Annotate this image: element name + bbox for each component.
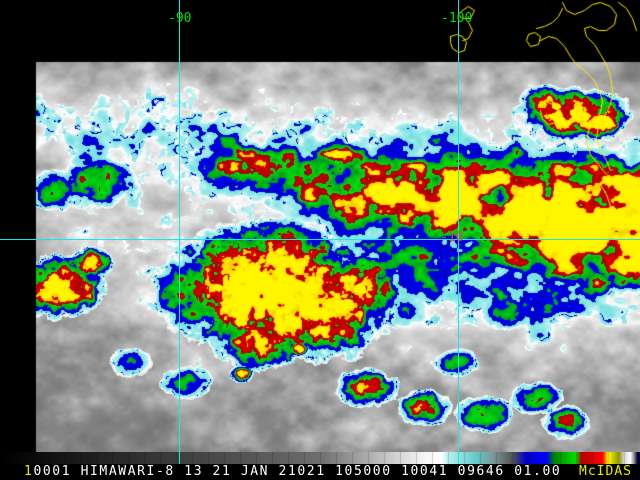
image-info-rest: 0001 HIMAWARI-8 13 21 JAN 21021 105000 1… [33, 464, 562, 479]
image-info-text: 10001 HIMAWARI-8 13 21 JAN 21021 105000 … [24, 464, 561, 480]
frame-number-lead: 1 [24, 464, 34, 479]
colorbar-gradient [0, 452, 640, 464]
colorbar-tick-1 [179, 452, 180, 464]
longitude-gridline-neg100 [458, 0, 459, 452]
longitude-gridline-neg90 [179, 0, 180, 452]
satellite-image-viewport[interactable] [0, 0, 640, 452]
longitude-label-neg90: -90 [168, 11, 192, 26]
status-bar [0, 464, 640, 480]
mcidas-brand-label: McIDAS [579, 464, 632, 479]
colorbar-tick-2 [458, 452, 459, 464]
longitude-label-neg100: -100 [441, 11, 473, 26]
satellite-infrared-image[interactable] [0, 0, 640, 452]
enhancement-colorbar[interactable] [0, 452, 640, 464]
latitude-gridline-neg10 [0, 239, 640, 240]
latitude-label-neg10: -10 [440, 230, 464, 245]
